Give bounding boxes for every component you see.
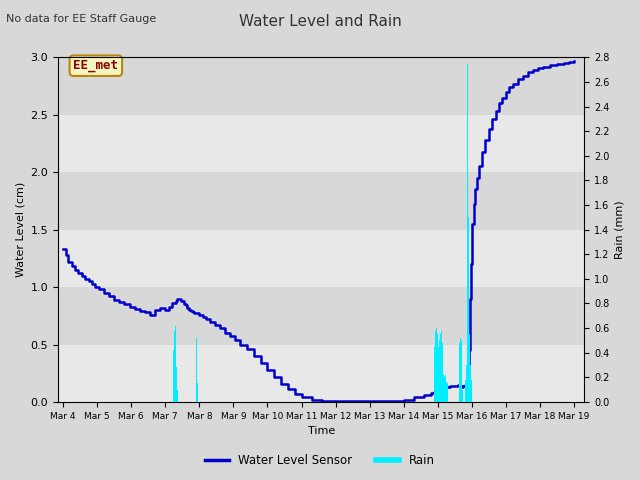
Bar — [176, 368, 177, 402]
Bar — [438, 347, 439, 402]
Bar — [177, 390, 178, 402]
Bar — [173, 350, 174, 402]
Bar — [470, 365, 471, 402]
Bar — [468, 334, 470, 402]
Bar — [469, 347, 470, 402]
Legend: Water Level Sensor, Rain: Water Level Sensor, Rain — [200, 449, 440, 472]
Bar — [435, 331, 436, 402]
X-axis label: Time: Time — [307, 426, 335, 436]
Bar — [441, 331, 442, 402]
Bar — [58, 115, 584, 172]
Y-axis label: Water Level (cm): Water Level (cm) — [15, 182, 25, 277]
Bar — [58, 172, 584, 229]
Bar — [58, 287, 584, 345]
Bar — [461, 387, 462, 402]
Bar — [447, 384, 448, 402]
Bar — [58, 58, 584, 115]
Bar — [440, 334, 441, 402]
Text: EE_met: EE_met — [74, 59, 118, 72]
Bar — [437, 340, 438, 402]
Bar — [466, 365, 467, 402]
Bar — [467, 63, 468, 402]
Bar — [436, 328, 437, 402]
Bar — [445, 380, 446, 402]
Text: Water Level and Rain: Water Level and Rain — [239, 14, 401, 29]
Bar — [447, 387, 449, 402]
Bar — [174, 331, 175, 402]
Bar — [434, 347, 435, 402]
Y-axis label: Rain (mm): Rain (mm) — [615, 200, 625, 259]
Bar — [175, 347, 176, 402]
Bar — [436, 334, 438, 402]
Bar — [468, 217, 469, 402]
Bar — [438, 350, 440, 402]
Bar — [58, 229, 584, 287]
Bar — [196, 338, 197, 402]
Bar — [443, 375, 444, 402]
Bar — [177, 395, 179, 402]
Text: No data for EE Staff Gauge: No data for EE Staff Gauge — [6, 14, 157, 24]
Bar — [197, 384, 198, 402]
Bar — [460, 338, 461, 402]
Bar — [444, 377, 445, 402]
Bar — [462, 390, 463, 402]
Bar — [446, 382, 447, 402]
Bar — [471, 380, 472, 402]
Bar — [465, 380, 466, 402]
Bar — [442, 343, 443, 402]
Bar — [58, 345, 584, 402]
